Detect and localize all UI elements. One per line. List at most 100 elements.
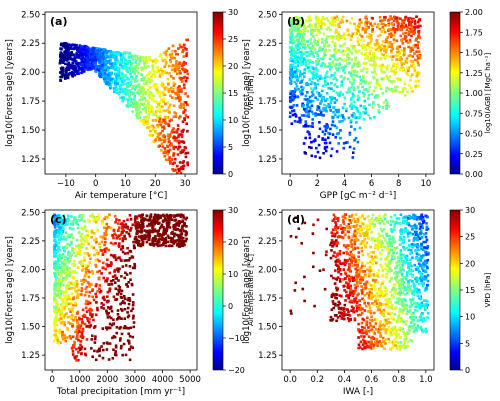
scatter-point	[367, 41, 370, 45]
scatter-point	[170, 75, 173, 78]
scatter-point	[128, 335, 132, 338]
scatter-point	[149, 215, 152, 218]
scatter-point	[407, 66, 411, 70]
scatter-point	[128, 214, 132, 217]
scatter-point	[289, 65, 292, 69]
scatter-point	[393, 73, 397, 76]
scatter-point	[86, 63, 90, 67]
scatter-point	[111, 51, 115, 54]
scatter-point	[172, 77, 175, 80]
scatter-point	[107, 50, 110, 53]
scatter-point	[83, 347, 87, 351]
scatter-point	[330, 74, 334, 77]
scatter-point	[332, 110, 335, 114]
scatter-point	[68, 47, 71, 50]
scatter-point	[90, 61, 94, 65]
scatter-point	[99, 54, 102, 57]
scatter-point	[388, 75, 391, 78]
scatter-point	[80, 232, 84, 236]
scatter-point	[115, 318, 119, 321]
scatter-point	[81, 56, 85, 60]
scatter-point	[176, 164, 179, 168]
scatter-point	[382, 53, 385, 57]
scatter-point	[349, 318, 352, 321]
scatter-point	[182, 240, 186, 244]
scatter-point	[120, 58, 123, 61]
scatter-point	[101, 327, 105, 330]
scatter-point	[312, 46, 316, 50]
scatter-point	[294, 56, 297, 59]
scatter-point	[80, 352, 83, 356]
scatter-point	[77, 231, 81, 234]
scatter-point	[308, 145, 311, 149]
scatter-point	[63, 77, 67, 80]
scatter-point	[159, 83, 163, 87]
scatter-point	[144, 56, 148, 59]
scatter-point	[392, 64, 395, 68]
scatter-point	[176, 147, 180, 151]
scatter-point	[184, 101, 188, 104]
scatter-point	[366, 43, 369, 47]
scatter-point	[116, 309, 120, 312]
scatter-point	[392, 69, 396, 72]
scatter-point	[69, 337, 73, 340]
scatter-point	[289, 56, 293, 60]
scatter-point	[114, 62, 118, 66]
scatter-point	[365, 19, 368, 22]
scatter-point	[373, 96, 377, 99]
scatter-point	[78, 214, 82, 217]
scatter-point	[151, 243, 154, 246]
scatter-point	[147, 232, 151, 235]
y-tick-label: 2.25	[21, 237, 40, 247]
scatter-point	[104, 229, 108, 233]
scatter-point	[61, 330, 64, 334]
scatter-point	[180, 133, 184, 137]
scatter-point	[380, 43, 383, 47]
scatter-point	[358, 270, 362, 273]
scatter-point	[116, 68, 120, 72]
scatter-point	[325, 65, 328, 69]
scatter-point	[59, 233, 63, 237]
scatter-point	[152, 99, 156, 103]
scatter-point	[293, 17, 297, 21]
scatter-point	[76, 293, 80, 296]
scatter-point	[180, 166, 183, 169]
scatter-point	[296, 60, 300, 64]
scatter-point	[383, 15, 386, 19]
scatter-point	[75, 280, 78, 284]
scatter-point	[165, 227, 169, 230]
scatter-point	[126, 306, 130, 310]
scatter-point	[123, 234, 126, 238]
scatter-point	[333, 42, 337, 45]
scatter-point	[366, 35, 369, 39]
scatter-point	[149, 129, 152, 133]
scatter-point	[55, 229, 59, 232]
scatter-point	[96, 49, 99, 52]
scatter-point	[123, 276, 127, 280]
scatter-point	[118, 288, 122, 292]
scatter-point	[418, 56, 422, 60]
scatter-point	[176, 221, 180, 224]
colorbar-tick-label: 20	[228, 238, 238, 247]
scatter-point	[88, 325, 91, 329]
scatter-point	[142, 225, 145, 228]
scatter-point	[325, 71, 329, 75]
scatter-point	[131, 87, 134, 90]
scatter-point	[381, 19, 384, 22]
scatter-point	[143, 96, 146, 100]
scatter-point	[80, 345, 84, 349]
scatter-point	[376, 78, 379, 82]
scatter-point	[80, 48, 83, 52]
scatter-point	[70, 270, 73, 274]
scatter-point	[354, 136, 358, 140]
scatter-point	[303, 75, 306, 78]
scatter-point	[305, 114, 309, 118]
scatter-point	[139, 110, 143, 114]
scatter-point	[112, 63, 116, 67]
scatter-point	[55, 314, 58, 318]
scatter-point	[107, 68, 110, 72]
scatter-point	[339, 224, 342, 227]
scatter-point	[426, 279, 430, 283]
scatter-point	[58, 289, 61, 293]
scatter-point	[300, 41, 303, 44]
